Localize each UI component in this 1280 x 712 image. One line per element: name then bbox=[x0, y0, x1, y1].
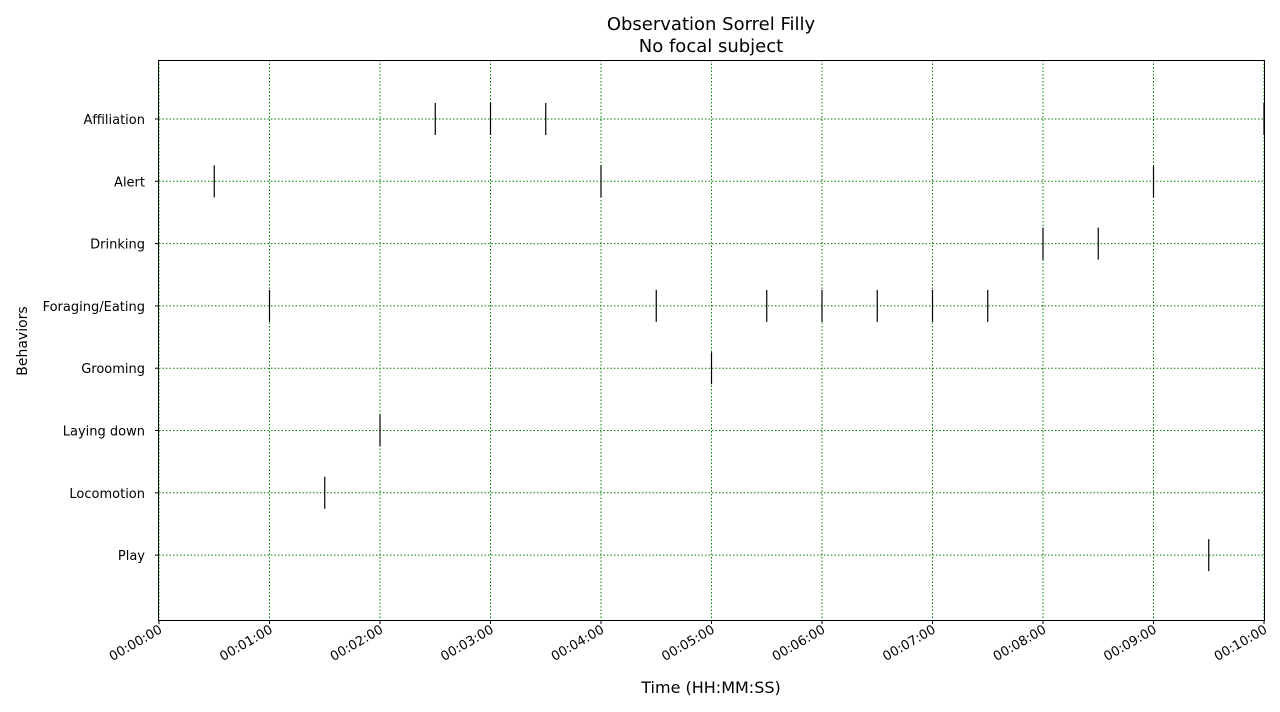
y-tick-label: Drinking bbox=[90, 238, 145, 253]
y-tick-label: Grooming bbox=[81, 362, 145, 377]
y-tick-label: Foraging/Eating bbox=[43, 300, 145, 315]
y-tick-label: Affiliation bbox=[83, 113, 145, 128]
y-axis-label: Behaviors bbox=[15, 306, 31, 375]
x-axis-label: Time (HH:MM:SS) bbox=[640, 678, 781, 697]
y-tick-label: Alert bbox=[114, 175, 145, 190]
grid bbox=[158, 60, 1265, 620]
y-tick-label: Play bbox=[118, 549, 145, 564]
plot-frame bbox=[158, 60, 1265, 621]
y-tick-label: Locomotion bbox=[69, 487, 145, 502]
chart-title: Observation Sorrel Filly bbox=[607, 14, 816, 35]
chart-subtitle: No focal subject bbox=[639, 36, 783, 57]
y-tick-label: Laying down bbox=[63, 425, 145, 440]
